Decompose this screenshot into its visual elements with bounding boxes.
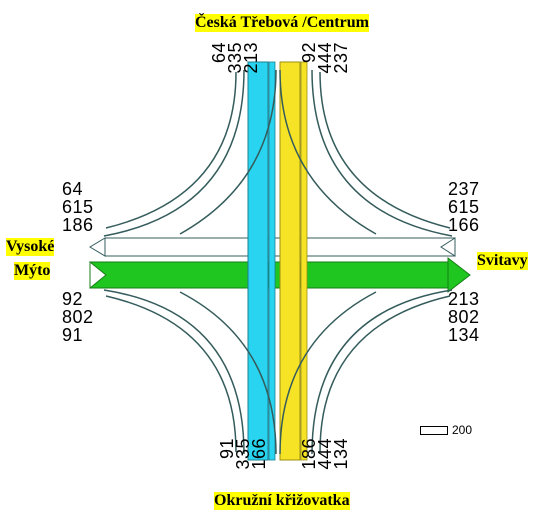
flow-ns-yellow <box>280 62 300 460</box>
num-top-left-2: 213 <box>242 42 261 74</box>
num-left-upper-2: 186 <box>62 216 94 235</box>
label-south: Okružní křižovatka <box>214 492 350 510</box>
label-east: Svitavy <box>477 252 528 270</box>
num-right-upper-2: 166 <box>448 216 480 235</box>
intersection-diagram <box>0 0 539 519</box>
label-west-2: Mýto <box>14 262 50 280</box>
arrow-east-green <box>448 258 470 292</box>
label-north: Česká Třebová /Centrum <box>195 14 369 32</box>
num-top-right-2: 237 <box>332 42 351 74</box>
flow-ns-yellow-thin <box>301 62 307 460</box>
flow-ns-cyan <box>248 62 268 460</box>
legend-scale-value: 200 <box>452 423 472 437</box>
num-bot-left-2: 166 <box>250 438 269 470</box>
label-west-1: Vysoké <box>6 238 54 256</box>
num-bot-right-2: 134 <box>332 438 351 470</box>
num-right-lower-2: 134 <box>448 326 480 345</box>
legend-scale-box <box>420 426 448 435</box>
arrow-west-white <box>90 238 105 256</box>
num-left-lower-2: 91 <box>62 326 83 345</box>
